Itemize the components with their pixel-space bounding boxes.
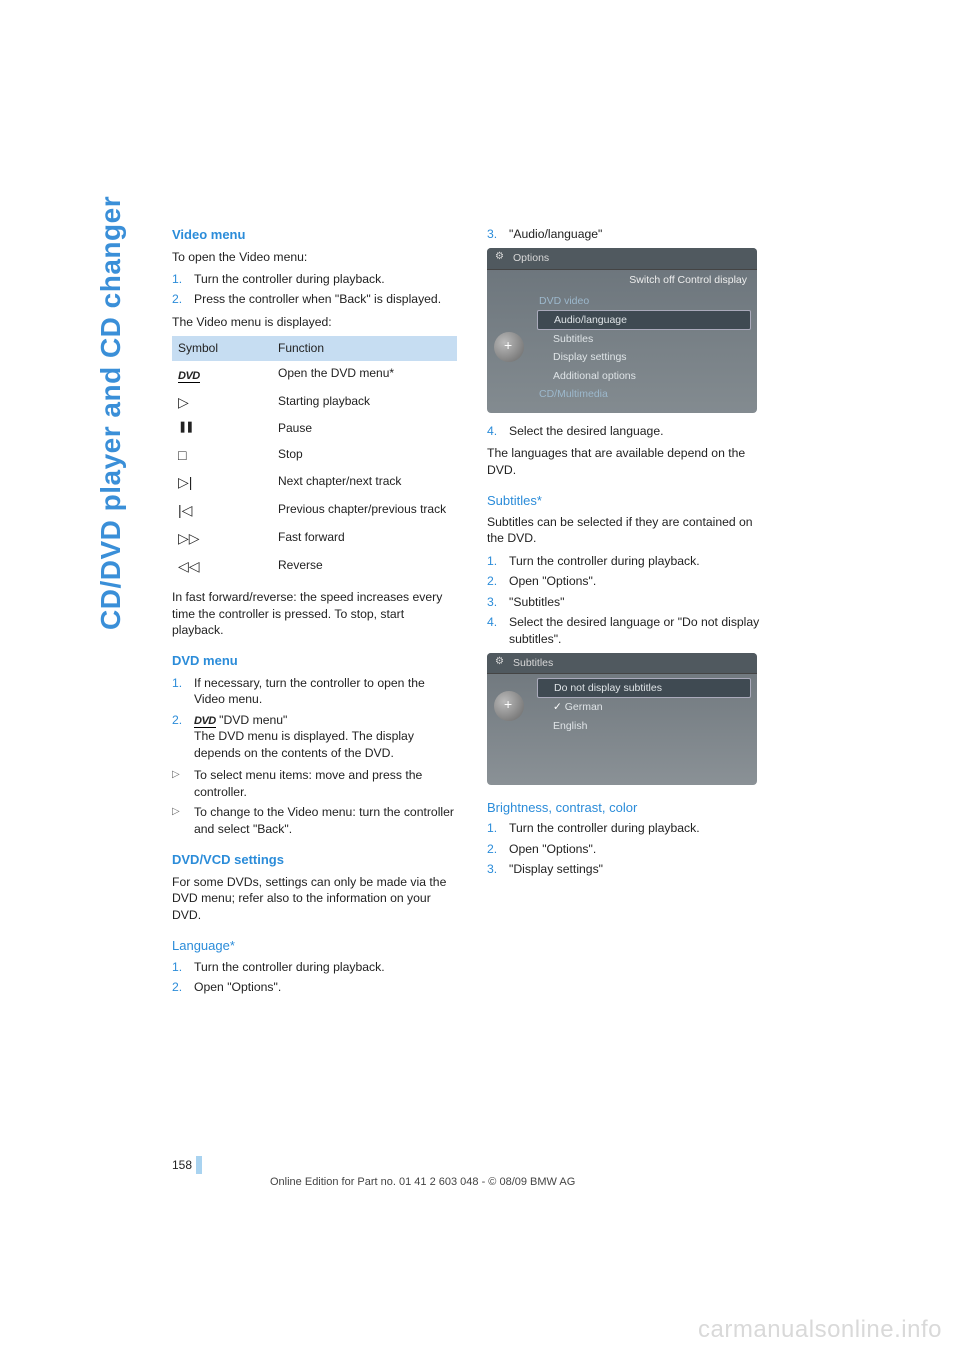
symbol-function-table: Symbol Function DVDOpen the DVD menu* ▷S… [172, 336, 457, 581]
table-note: In fast forward/reverse: the speed incre… [172, 589, 457, 638]
fast-forward-icon: ▷▷ [172, 525, 272, 553]
heading-brightness: Brightness, contrast, color [487, 799, 772, 817]
screenshot-top-right: Switch off Control display [487, 270, 757, 290]
page-marker-icon [196, 1156, 202, 1174]
step-number: 3. [487, 226, 509, 242]
text-intro: To open the Video menu: [172, 249, 457, 265]
screenshot-header: Options [487, 248, 757, 269]
screenshot-header: Subtitles [487, 653, 757, 674]
screenshot-subtitles-menu: Subtitles Do not display subtitles Germa… [487, 653, 757, 785]
table-header-symbol: Symbol [172, 336, 272, 360]
language-after: The languages that are available depend … [487, 445, 772, 478]
menu-item-selected: Audio/language [537, 310, 751, 330]
step-text: Turn the controller during playback. [509, 820, 700, 836]
step-text: Turn the controller during playback. [194, 959, 385, 975]
step-number: 1. [487, 820, 509, 836]
dvd-menu-steps: 1.If necessary, turn the controller to o… [172, 675, 457, 761]
menu-item: Subtitles [531, 330, 757, 348]
table-header-function: Function [272, 336, 457, 360]
step-number: 1. [172, 271, 194, 287]
step-number: 1. [487, 553, 509, 569]
watermark: carmanualsonline.info [698, 1316, 942, 1344]
stop-icon: □ [172, 441, 272, 469]
table-cell: Next chapter/next track [272, 469, 457, 497]
menu-item: English [531, 717, 757, 735]
step-number: 2. [172, 979, 194, 995]
bullet-icon: ▷ [172, 804, 194, 837]
step-number: 2. [172, 291, 194, 307]
subtitles-steps: 1.Turn the controller during playback. 2… [487, 553, 772, 647]
step-text: "Display settings" [509, 861, 603, 877]
step-text: Open "Options". [509, 841, 596, 857]
table-cell: Open the DVD menu* [272, 361, 457, 388]
next-icon: ▷| [172, 469, 272, 497]
settings-para: For some DVDs, settings can only be made… [172, 874, 457, 923]
heading-subtitles: Subtitles* [487, 492, 772, 510]
table-cell: Pause [272, 416, 457, 441]
menu-section: CD/Multimedia [531, 385, 757, 403]
language-steps-cont: 3."Audio/language" [487, 226, 772, 242]
subtitles-intro: Subtitles can be selected if they are co… [487, 514, 772, 547]
step-text: Turn the controller during playback. [509, 553, 700, 569]
step-text: Open "Options". [509, 573, 596, 589]
dvd-icon: DVD [172, 361, 272, 388]
heading-dvd-menu: DVD menu [172, 652, 457, 670]
left-column: Video menu To open the Video menu: 1.Tur… [172, 226, 457, 1002]
menu-item: Additional options [531, 367, 757, 385]
step-text: "Subtitles" [509, 594, 564, 610]
play-icon: ▷ [172, 388, 272, 416]
video-menu-steps: 1.Turn the controller during playback. 2… [172, 271, 457, 308]
step-number: 4. [487, 614, 509, 647]
prev-icon: |◁ [172, 497, 272, 525]
page-number: 158 [172, 1156, 202, 1174]
step-text: Open "Options". [194, 979, 281, 995]
footer-line: Online Edition for Part no. 01 41 2 603 … [270, 1176, 575, 1188]
step-number: 3. [487, 594, 509, 610]
menu-item: Display settings [531, 348, 757, 366]
dvd-icon: DVD [194, 716, 216, 728]
step-number: 3. [487, 861, 509, 877]
table-cell: Reverse [272, 553, 457, 581]
text-after: The Video menu is displayed: [172, 314, 457, 330]
dvd-menu-bullets: ▷To select menu items: move and press th… [172, 767, 457, 837]
language-steps-cont2: 4.Select the desired language. [487, 423, 772, 439]
language-steps: 1.Turn the controller during playback. 2… [172, 959, 457, 996]
table-cell: Fast forward [272, 525, 457, 553]
step-text: Select the desired language or "Do not d… [509, 614, 772, 647]
menu-item-selected: Do not display subtitles [537, 678, 751, 698]
step-text: If necessary, turn the controller to ope… [194, 675, 457, 708]
right-column: 3."Audio/language" Options Switch off Co… [487, 226, 772, 1002]
controller-knob-icon [487, 290, 531, 405]
step-text: "Audio/language" [509, 226, 602, 242]
step-number: 2. [487, 841, 509, 857]
screenshot-options-menu: Options Switch off Control display DVD v… [487, 248, 757, 412]
heading-dvd-vcd-settings: DVD/VCD settings [172, 851, 457, 869]
reverse-icon: ◁◁ [172, 553, 272, 581]
menu-item-checked: German [531, 698, 757, 716]
step-text: Turn the controller during playback. [194, 271, 385, 287]
bullet-text: To change to the Video menu: turn the co… [194, 804, 457, 837]
step-number: 4. [487, 423, 509, 439]
step-text: Select the desired language. [509, 423, 664, 439]
step-number: 2. [487, 573, 509, 589]
page-content: Video menu To open the Video menu: 1.Tur… [172, 226, 772, 1002]
table-cell: Stop [272, 441, 457, 469]
brightness-steps: 1.Turn the controller during playback. 2… [487, 820, 772, 877]
bullet-text: To select menu items: move and press the… [194, 767, 457, 800]
section-title-vertical: CD/DVD player and CD changer [95, 196, 127, 630]
controller-knob-icon [487, 674, 531, 737]
step-number: 1. [172, 959, 194, 975]
heading-video-menu: Video menu [172, 226, 457, 244]
bullet-icon: ▷ [172, 767, 194, 800]
step-text: DVD "DVD menu"The DVD menu is displayed.… [194, 712, 457, 761]
pause-icon: ❚❚ [172, 416, 272, 441]
table-cell: Starting playback [272, 388, 457, 416]
step-number: 1. [172, 675, 194, 708]
step-number: 2. [172, 712, 194, 761]
step-text: Press the controller when "Back" is disp… [194, 291, 441, 307]
menu-section: DVD video [531, 292, 757, 310]
table-cell: Previous chapter/previous track [272, 497, 457, 525]
heading-language: Language* [172, 937, 457, 955]
